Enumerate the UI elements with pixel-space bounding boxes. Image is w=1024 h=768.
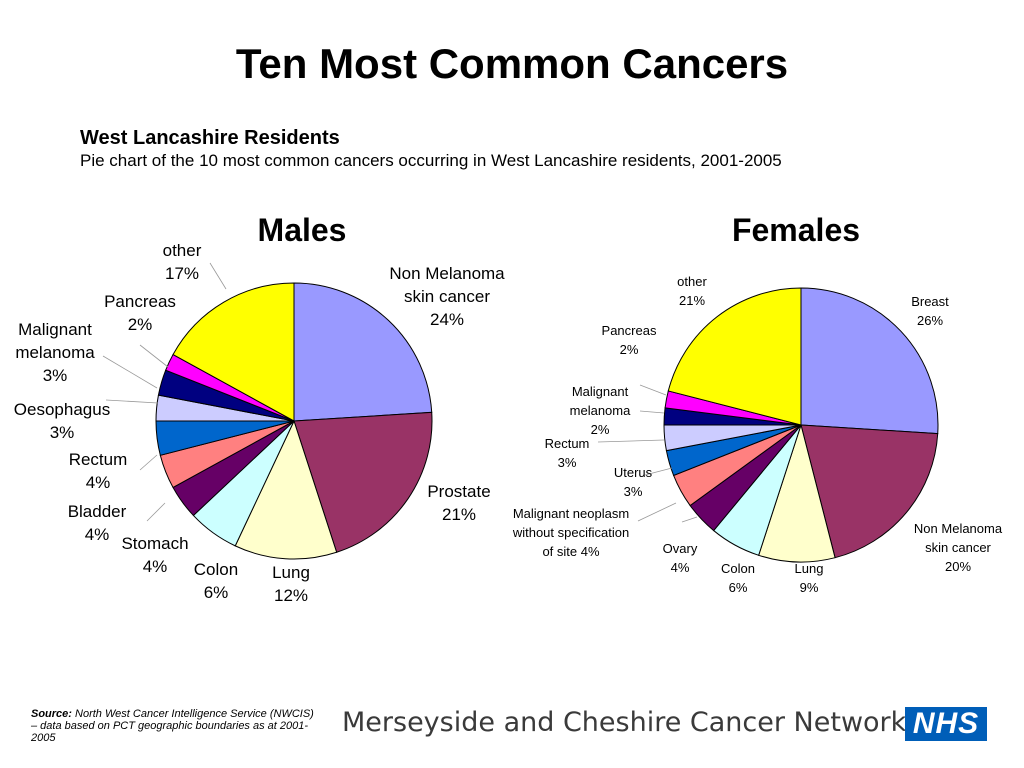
slice-label: Rectum 4% [69, 450, 128, 492]
pie-slice [800, 424, 939, 559]
pie-slice [293, 411, 433, 553]
source-label: Source: [31, 708, 72, 720]
slice-label: Oesophagus 3% [14, 400, 110, 442]
slice-label: Breast 26% [911, 294, 949, 328]
slice-label: Prostate 21% [427, 482, 490, 524]
slice-label: other 21% [677, 274, 707, 308]
description: Pie chart of the 10 most common cancers … [80, 151, 782, 170]
slice-label: Malignant melanoma 2% [570, 384, 631, 437]
slice-label: Lung 12% [272, 563, 310, 605]
leader-line [102, 355, 158, 389]
pie-slice [800, 287, 939, 435]
page-title: Ten Most Common Cancers [235, 40, 789, 87]
females-chart-title: Females [732, 212, 860, 248]
source-note: Source: North West Cancer Intelligence S… [31, 708, 321, 744]
leader-line [139, 344, 169, 368]
slice-label: Colon 6% [194, 560, 238, 602]
slice-label: Malignant melanoma 3% [15, 320, 95, 385]
males-pie: Non Melanoma skin cancer 24% Prostate 21% Lun… [14, 241, 505, 605]
pie-slice [234, 419, 338, 560]
slice-label: Stomach 4% [121, 534, 188, 576]
leader-line [146, 502, 166, 522]
leader-line [105, 399, 159, 404]
slice-label: Colon 6% [721, 561, 755, 595]
slice-label: Rectum 3% [545, 436, 590, 470]
leader-line [644, 467, 673, 476]
pie-slice [172, 282, 295, 422]
males-chart-title: Males [258, 212, 347, 248]
leader-line [139, 454, 158, 471]
pie-slice [293, 282, 433, 422]
subtitle: West Lancashire Residents [80, 127, 340, 149]
leader-line [639, 384, 667, 396]
females-pie: Breast 26% Non Melanoma skin cancer 20% Lung 9… [512, 274, 1003, 595]
nhs-logo: NHS [905, 707, 987, 741]
slice-label: Non Melanoma skin cancer 20% [914, 521, 1003, 574]
pie-slice [667, 287, 802, 426]
slice-label: Pancreas 2% [602, 323, 657, 357]
slice-label: other 17% [163, 241, 202, 283]
slice-label: Ovary 4% [663, 541, 698, 575]
slice-label: Malignant neoplasm without specification o… [512, 506, 629, 559]
leader-line [639, 410, 665, 414]
leader-line [637, 502, 677, 522]
slice-label: Non Melanoma skin cancer 24% [389, 264, 505, 329]
slice-label: Lung 9% [795, 561, 824, 595]
slice-label: Pancreas 2% [104, 292, 176, 334]
network-name: Merseyside and Cheshire Cancer Network [342, 707, 907, 738]
source-text: North West Cancer Intelligence Service (… [31, 708, 314, 744]
leader-line [209, 262, 227, 290]
slice-label: Uterus 3% [614, 465, 653, 499]
leader-line [597, 439, 665, 443]
slice-label: Bladder 4% [68, 502, 127, 544]
subtitle-block: West Lancashire Residents Pie chart of t… [80, 126, 782, 172]
leader-line [681, 516, 698, 523]
